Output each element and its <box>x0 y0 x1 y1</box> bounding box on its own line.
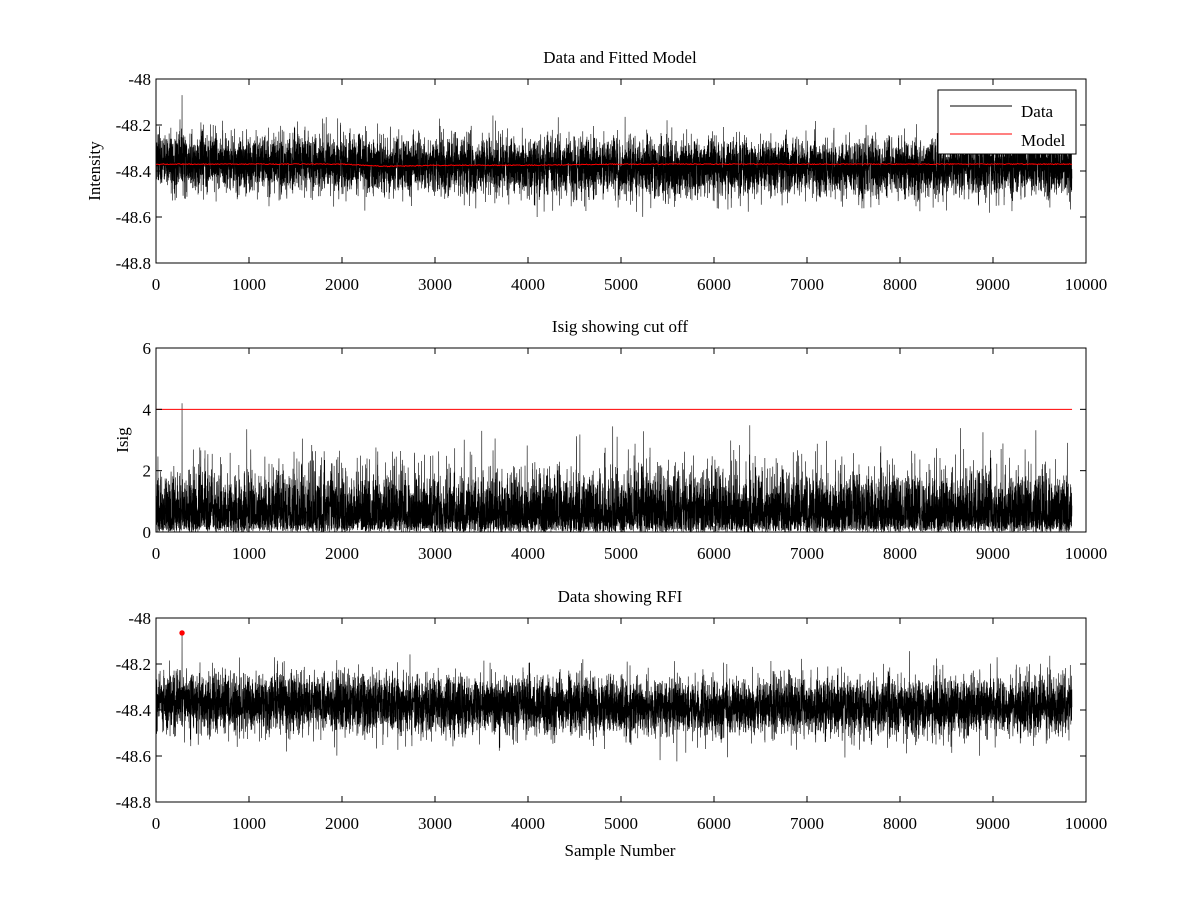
x-tick-label: 2000 <box>325 814 359 833</box>
y-tick-label: -48.6 <box>116 747 151 766</box>
rfi-marker <box>179 630 185 636</box>
panel-rfi: Data showing RFI 0 1000 2000 3000 4000 5000 60… <box>116 587 1108 860</box>
y-tick-label: 0 <box>143 523 152 542</box>
x-tick-label: 6000 <box>697 814 731 833</box>
x-tick-label: 8000 <box>883 544 917 563</box>
x-tick-label: 2000 <box>325 275 359 294</box>
y-tick-label: -48.4 <box>116 162 152 181</box>
panel-2-plot <box>155 403 1073 533</box>
x-tick-label: 10000 <box>1065 544 1108 563</box>
x-tick-label: 5000 <box>604 275 638 294</box>
panel-1-ticks: 0 1000 2000 3000 4000 5000 6000 7000 8000 9000 100… <box>116 70 1108 294</box>
data-series-line <box>155 95 1073 218</box>
x-tick-label: 4000 <box>511 544 545 563</box>
y-tick-label: -48 <box>128 70 151 89</box>
y-tick-label: -48.2 <box>116 116 151 135</box>
x-tick-label: 7000 <box>790 544 824 563</box>
panel-1-plot <box>155 95 1073 218</box>
x-tick-label: 5000 <box>604 544 638 563</box>
x-tick-label: 0 <box>152 544 161 563</box>
x-tick-label: 8000 <box>883 814 917 833</box>
x-tick-label: 10000 <box>1065 814 1108 833</box>
x-tick-label: 10000 <box>1065 275 1108 294</box>
legend: Data Model <box>937 89 1077 155</box>
panel-1-title: Data and Fitted Model <box>543 48 697 67</box>
x-tick-label: 3000 <box>418 814 452 833</box>
panel-2-title: Isig showing cut off <box>552 317 688 336</box>
y-tick-label: -48.2 <box>116 655 151 674</box>
y-tick-label: 6 <box>143 339 152 358</box>
legend-box <box>937 89 1077 155</box>
y-tick-label: 4 <box>143 400 152 419</box>
x-tick-label: 1000 <box>232 275 266 294</box>
legend-data-label: Data <box>1021 102 1054 121</box>
x-tick-label: 9000 <box>976 814 1010 833</box>
panel-2-ticks: 0 1000 2000 3000 4000 5000 6000 7000 8000 9000 100… <box>143 339 1108 563</box>
x-tick-label: 1000 <box>232 544 266 563</box>
panel-3-title: Data showing RFI <box>558 587 683 606</box>
panel-data-and-model: Data and Fitted Model 0 1000 2000 3000 4000 5… <box>85 48 1107 294</box>
x-tick-label: 4000 <box>511 814 545 833</box>
panel-isig: Isig showing cut off 0 1000 2000 3000 4000 50… <box>113 317 1107 563</box>
isig-series-line <box>155 403 1073 533</box>
legend-model-label: Model <box>1021 131 1066 150</box>
x-tick-label: 5000 <box>604 814 638 833</box>
panel-3-xlabel: Sample Number <box>565 841 676 860</box>
x-tick-label: 1000 <box>232 814 266 833</box>
x-tick-label: 3000 <box>418 275 452 294</box>
x-tick-label: 6000 <box>697 544 731 563</box>
x-tick-label: 0 <box>152 275 161 294</box>
x-tick-label: 4000 <box>511 275 545 294</box>
panel-1-ylabel: Intensity <box>85 141 104 201</box>
y-tick-label: -48 <box>128 609 151 628</box>
y-tick-label: 2 <box>143 462 152 481</box>
x-tick-label: 2000 <box>325 544 359 563</box>
y-tick-label: -48.6 <box>116 208 151 227</box>
y-tick-label: -48.8 <box>116 793 151 812</box>
x-tick-label: 0 <box>152 814 161 833</box>
x-tick-label: 9000 <box>976 275 1010 294</box>
x-tick-label: 9000 <box>976 544 1010 563</box>
rfi-data-series-line <box>155 634 1073 762</box>
y-tick-label: -48.4 <box>116 701 152 720</box>
x-tick-label: 3000 <box>418 544 452 563</box>
x-tick-label: 7000 <box>790 814 824 833</box>
x-tick-label: 7000 <box>790 275 824 294</box>
model-series-line <box>155 162 1073 168</box>
x-tick-label: 6000 <box>697 275 731 294</box>
panel-3-ticks: 0 1000 2000 3000 4000 5000 6000 7000 8000 9000 100… <box>116 609 1108 833</box>
x-tick-label: 8000 <box>883 275 917 294</box>
y-tick-label: -48.8 <box>116 254 151 273</box>
panel-2-ylabel: Isig <box>113 427 132 453</box>
panel-3-plot <box>155 630 1073 762</box>
